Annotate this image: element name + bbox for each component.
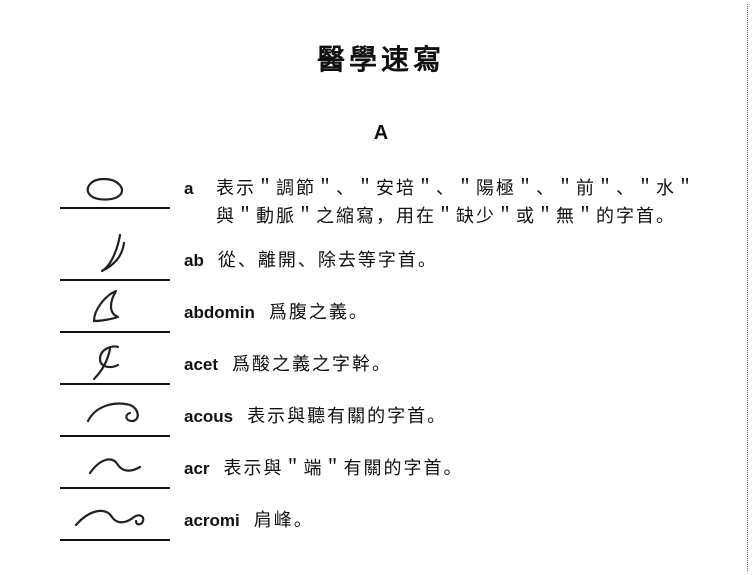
entry-row: ab 從、離開、除去等字首。 — [60, 245, 702, 283]
shorthand-glyph — [60, 287, 170, 333]
write-line — [60, 331, 170, 333]
entry-row: acet 爲酸之義之字幹。 — [60, 349, 702, 387]
shorthand-cell — [60, 457, 170, 491]
definition-text: 爲腹之義。 — [269, 297, 702, 327]
term-label: ab — [184, 245, 204, 271]
entry-row: acous 表示與聽有關的字首。 — [60, 401, 702, 439]
entries-list: a 表示＂調節＂、＂安培＂、＂陽極＂、＂前＂、＂水＂與＂動脈＂之縮寫，用在＂缺少… — [60, 173, 702, 543]
shorthand-cell — [60, 405, 170, 439]
shorthand-glyph — [60, 339, 170, 385]
shorthand-glyph — [60, 235, 170, 281]
definition-text: 肩峰。 — [254, 505, 702, 535]
term-label: abdomin — [184, 297, 255, 323]
shorthand-glyph — [60, 163, 170, 209]
shorthand-cell — [60, 353, 170, 387]
shorthand-glyph — [60, 443, 170, 489]
write-line — [60, 383, 170, 385]
definition-text: 從、離開、除去等字首。 — [218, 245, 702, 275]
term-label: acr — [184, 453, 210, 479]
term-label: acromi — [184, 505, 240, 531]
entry-row: a 表示＂調節＂、＂安培＂、＂陽極＂、＂前＂、＂水＂與＂動脈＂之縮寫，用在＂缺少… — [60, 173, 702, 231]
term-label: acet — [184, 349, 218, 375]
shorthand-cell — [60, 301, 170, 335]
entry-row: acr 表示與＂端＂有關的字首。 — [60, 453, 702, 491]
shorthand-cell — [60, 509, 170, 543]
write-line — [60, 539, 170, 541]
section-heading: A — [60, 122, 702, 145]
shorthand-glyph — [60, 391, 170, 437]
definition-text: 表示與＂端＂有關的字首。 — [224, 453, 702, 483]
shorthand-glyph — [60, 495, 170, 541]
definition-text: 爲酸之義之字幹。 — [232, 349, 702, 379]
entry-row: acromi 肩峰。 — [60, 505, 702, 543]
write-line — [60, 207, 170, 209]
document-page: 醫學速寫 A a 表示＂調節＂、＂安培＂、＂陽極＂、＂前＂、＂水＂與＂動脈＂之縮… — [0, 0, 752, 575]
definition-text: 表示與聽有關的字首。 — [247, 401, 702, 431]
term-label: a — [184, 173, 202, 199]
write-line — [60, 487, 170, 489]
page-title: 醫學速寫 — [60, 38, 702, 78]
entry-row: abdomin 爲腹之義。 — [60, 297, 702, 335]
definition-text: 表示＂調節＂、＂安培＂、＂陽極＂、＂前＂、＂水＂與＂動脈＂之縮寫，用在＂缺少＂或… — [216, 173, 702, 231]
shorthand-cell — [60, 249, 170, 283]
write-line — [60, 279, 170, 281]
shorthand-cell — [60, 177, 170, 211]
write-line — [60, 435, 170, 437]
term-label: acous — [184, 401, 233, 427]
